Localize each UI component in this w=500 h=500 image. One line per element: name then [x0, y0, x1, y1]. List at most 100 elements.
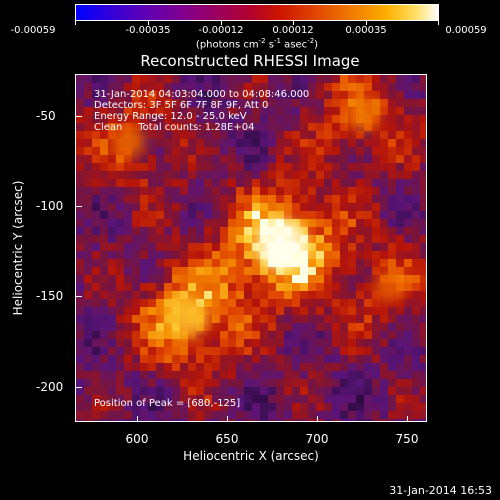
- heatmap-cell: [396, 91, 404, 99]
- heatmap-cell: [124, 395, 132, 403]
- heatmap-cell: [276, 155, 284, 163]
- colorbar-tick: [221, 21, 222, 25]
- heatmap-cell: [332, 403, 340, 411]
- heatmap-cell: [308, 323, 316, 331]
- heatmap-cell: [196, 347, 204, 355]
- heatmap-cell: [140, 379, 148, 387]
- heatmap-cell: [108, 123, 116, 131]
- heatmap-cell: [244, 227, 252, 235]
- heatmap-cell: [380, 115, 388, 123]
- heatmap-cell: [124, 203, 132, 211]
- heatmap-cell: [180, 139, 188, 147]
- x-tick-label: 600: [125, 432, 149, 446]
- heatmap-cell: [212, 403, 220, 411]
- heatmap-cell: [252, 139, 260, 147]
- heatmap-cell: [164, 131, 172, 139]
- heatmap-cell: [236, 131, 244, 139]
- heatmap-cell: [404, 83, 412, 91]
- heatmap-cell: [204, 347, 212, 355]
- heatmap-cell: [196, 211, 204, 219]
- heatmap-cell: [204, 307, 212, 315]
- heatmap-cell: [76, 147, 84, 155]
- heatmap-cell: [164, 355, 172, 363]
- heatmap-cell: [172, 155, 180, 163]
- heatmap-cell: [196, 371, 204, 379]
- heatmap-cell: [412, 227, 420, 235]
- heatmap-cell: [100, 299, 108, 307]
- heatmap-cell: [188, 99, 196, 107]
- heatmap-cell: [356, 371, 364, 379]
- heatmap-cell: [124, 211, 132, 219]
- heatmap-cell: [172, 355, 180, 363]
- heatmap-cell: [76, 291, 84, 299]
- heatmap-cell: [316, 275, 324, 283]
- heatmap-cell: [356, 363, 364, 371]
- heatmap-cell: [164, 195, 172, 203]
- heatmap-cell: [420, 267, 426, 275]
- heatmap-cell: [220, 139, 228, 147]
- heatmap-cell: [188, 211, 196, 219]
- heatmap-cell: [236, 355, 244, 363]
- heatmap-cell: [396, 259, 404, 267]
- heatmap-cell: [92, 283, 100, 291]
- heatmap-cell: [244, 283, 252, 291]
- heatmap-cell: [92, 115, 100, 123]
- heatmap-cell: [396, 179, 404, 187]
- heatmap-cell: [300, 275, 308, 283]
- heatmap-cell: [236, 195, 244, 203]
- heatmap-cell: [396, 195, 404, 203]
- heatmap-cell: [268, 275, 276, 283]
- heatmap-cell: [116, 187, 124, 195]
- heatmap-cell: [212, 235, 220, 243]
- heatmap-cell: [324, 307, 332, 315]
- heatmap-cell: [260, 115, 268, 123]
- heatmap-cell: [100, 203, 108, 211]
- heatmap-cell: [404, 419, 412, 421]
- heatmap-cell: [132, 195, 140, 203]
- heatmap-cell: [196, 387, 204, 395]
- heatmap-cell: [308, 315, 316, 323]
- heatmap-cell: [228, 363, 236, 371]
- heatmap-cell: [204, 155, 212, 163]
- heatmap-cell: [284, 195, 292, 203]
- heatmap-cell: [172, 123, 180, 131]
- heatmap-cell: [372, 163, 380, 171]
- colorbar-unit: (photons cm-2 s-1 asec-2): [195, 37, 319, 51]
- heatmap-cell: [380, 339, 388, 347]
- heatmap-cell: [76, 195, 84, 203]
- heatmap-cell: [156, 131, 164, 139]
- heatmap-cell: [164, 107, 172, 115]
- heatmap-cell: [164, 331, 172, 339]
- heatmap-cell: [300, 259, 308, 267]
- heatmap-cell: [164, 307, 172, 315]
- heatmap-cell: [132, 411, 140, 419]
- heatmap-cell: [76, 299, 84, 307]
- heatmap-cell: [324, 347, 332, 355]
- heatmap-cell: [268, 75, 276, 83]
- heatmap-cell: [412, 347, 420, 355]
- heatmap-cell: [332, 283, 340, 291]
- heatmap-cell: [124, 315, 132, 323]
- heatmap-cell: [324, 331, 332, 339]
- heatmap-cell: [364, 411, 372, 419]
- heatmap-cell: [172, 115, 180, 123]
- heatmap-cell: [404, 115, 412, 123]
- heatmap-cell: [220, 259, 228, 267]
- heatmap-cell: [348, 251, 356, 259]
- heatmap-cell: [388, 419, 396, 421]
- heatmap-cell: [164, 403, 172, 411]
- heatmap-cell: [108, 379, 116, 387]
- heatmap-cell: [228, 171, 236, 179]
- heatmap-cell: [204, 179, 212, 187]
- heatmap-cell: [124, 99, 132, 107]
- heatmap-cell: [196, 163, 204, 171]
- heatmap-cell: [324, 147, 332, 155]
- heatmap-cell: [268, 115, 276, 123]
- heatmap-cell: [76, 91, 84, 99]
- heatmap-cell: [212, 219, 220, 227]
- heatmap-cell: [412, 275, 420, 283]
- heatmap-cell: [140, 315, 148, 323]
- heatmap-cell: [316, 75, 324, 83]
- heatmap-cell: [140, 243, 148, 251]
- heatmap-cell: [420, 403, 426, 411]
